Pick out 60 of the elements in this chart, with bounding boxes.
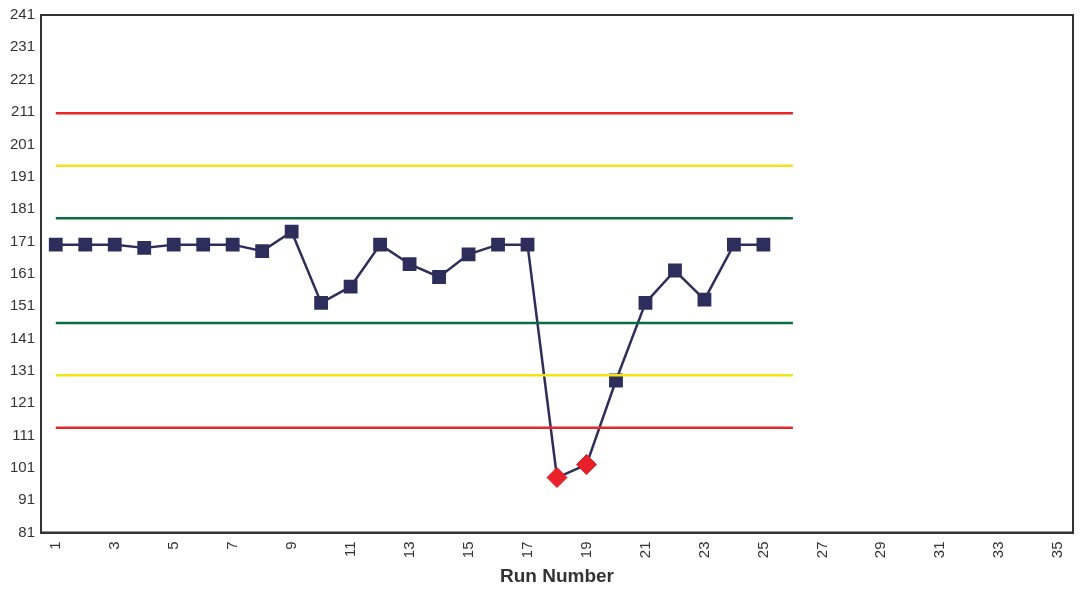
y-tick-label: 241 (10, 5, 36, 23)
point (166, 237, 181, 252)
y-tick-label: 181 (10, 199, 36, 217)
x-tick-label: 23 (694, 541, 712, 559)
point (668, 263, 682, 278)
y-tick-label: 121 (10, 393, 36, 411)
x-tick-label: 19 (576, 541, 594, 559)
point (727, 237, 741, 252)
x-tick-label: 31 (930, 541, 948, 559)
y-tick-label: 131 (10, 360, 36, 378)
x-tick-label: 17 (517, 541, 535, 559)
y-tick-label: 211 (11, 102, 36, 120)
point (402, 257, 417, 271)
point (107, 237, 122, 252)
y-tick-label: 231 (10, 37, 36, 55)
point (546, 467, 568, 489)
point (432, 270, 446, 284)
x-tick-label: 33 (989, 541, 1007, 559)
point (697, 292, 712, 307)
x-tick-label: 35 (1048, 541, 1066, 559)
point (255, 244, 270, 259)
x-tick-label: 7 (222, 541, 240, 550)
y-tick-label: 191 (10, 166, 36, 184)
point (225, 237, 240, 252)
y-tick-label: 221 (10, 69, 36, 87)
y-tick-label: 161 (10, 263, 36, 281)
y-tick-label: 171 (10, 231, 36, 249)
y-tick-label: 81 (18, 522, 36, 540)
point (491, 237, 505, 252)
y-tick-label: 201 (10, 134, 36, 152)
x-tick-label: 11 (340, 541, 358, 558)
point (78, 237, 93, 252)
x-axis-title: Run Number (500, 564, 615, 586)
point (461, 247, 476, 262)
x-tick-label: 5 (163, 541, 181, 550)
x-tick-label: 3 (104, 541, 122, 550)
x-tick-label: 1 (45, 541, 63, 550)
point (284, 224, 299, 239)
point (48, 237, 63, 252)
point (638, 295, 653, 310)
x-tick-label: 27 (812, 541, 830, 559)
y-tick-label: 101 (10, 457, 36, 475)
x-tick-label: 25 (753, 541, 771, 559)
x-tick-label: 9 (281, 541, 299, 550)
x-tick-label: 13 (399, 541, 417, 559)
point (373, 237, 388, 252)
x-tick-label: 21 (635, 541, 653, 559)
y-tick-label: 91 (18, 490, 36, 508)
point (196, 237, 211, 252)
point (576, 454, 597, 476)
y-tick-label: 111 (12, 425, 36, 443)
point (137, 240, 152, 255)
x-tick-label: 15 (458, 541, 476, 559)
point (756, 237, 771, 252)
point (343, 279, 358, 294)
point (520, 237, 535, 252)
x-tick-label: 29 (871, 541, 889, 559)
y-tick-label: 151 (10, 296, 36, 314)
y-tick-label: 141 (10, 328, 36, 346)
point (314, 295, 329, 310)
